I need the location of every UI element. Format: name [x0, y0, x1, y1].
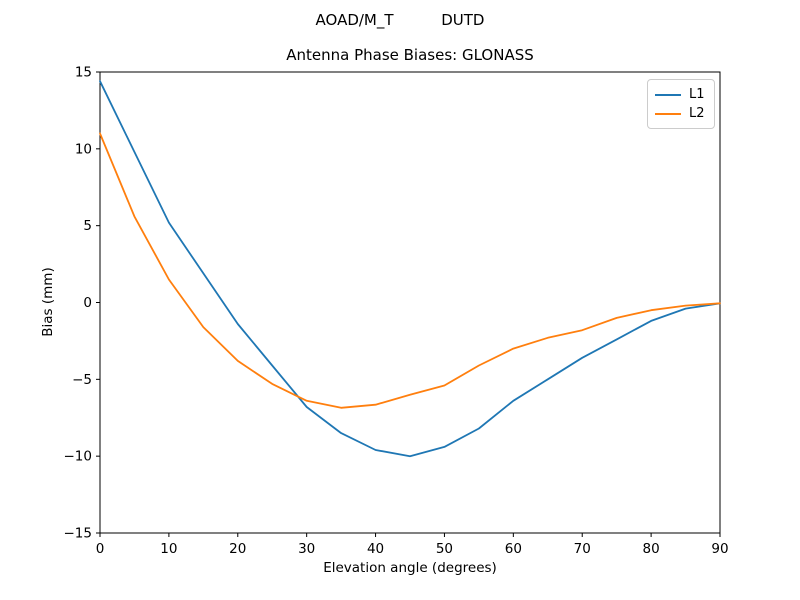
x-tick-label: 30 — [298, 541, 315, 557]
y-tick-label: −10 — [64, 449, 93, 465]
y-tick-label: −15 — [64, 526, 93, 542]
x-tick-label: 20 — [229, 541, 246, 557]
y-axis-label: Bias (mm) — [40, 267, 56, 337]
y-tick-label: −5 — [72, 372, 92, 388]
x-tick-label: 0 — [96, 541, 105, 557]
x-tick-label: 10 — [160, 541, 177, 557]
series-line-l2 — [99, 132, 721, 409]
y-tick-label: 10 — [75, 141, 92, 157]
legend: L1 L2 — [647, 79, 715, 129]
x-axis-label: Elevation angle (degrees) — [323, 560, 497, 576]
y-tick-label: 0 — [83, 295, 92, 311]
legend-item-l1: L1 — [655, 85, 708, 104]
x-tick-label: 50 — [436, 541, 453, 557]
plot-frame — [99, 71, 721, 534]
x-tick-label: 70 — [574, 541, 591, 557]
y-tick-label: 15 — [75, 65, 92, 81]
ticks-layer: 0 10 20 30 40 50 60 70 80 90 −15 −10 −5 0 5 10 15 — [64, 65, 729, 558]
series-layer — [99, 80, 721, 458]
figure-suptitle: AOAD/M_T DUTD — [315, 11, 485, 29]
legend-item-l2: L2 — [655, 104, 708, 123]
x-tick-label: 90 — [711, 541, 728, 557]
series-line-l1 — [99, 80, 721, 458]
y-tick-label: 5 — [83, 218, 92, 234]
legend-label-l2: L2 — [689, 106, 705, 121]
chart-title: Antenna Phase Biases: GLONASS — [286, 46, 534, 64]
legend-swatch-l2 — [655, 112, 681, 115]
x-tick-label: 80 — [643, 541, 660, 557]
x-tick-label: 60 — [505, 541, 522, 557]
legend-label-l1: L1 — [689, 87, 705, 102]
legend-swatch-l1 — [655, 93, 681, 96]
x-tick-label: 40 — [367, 541, 384, 557]
